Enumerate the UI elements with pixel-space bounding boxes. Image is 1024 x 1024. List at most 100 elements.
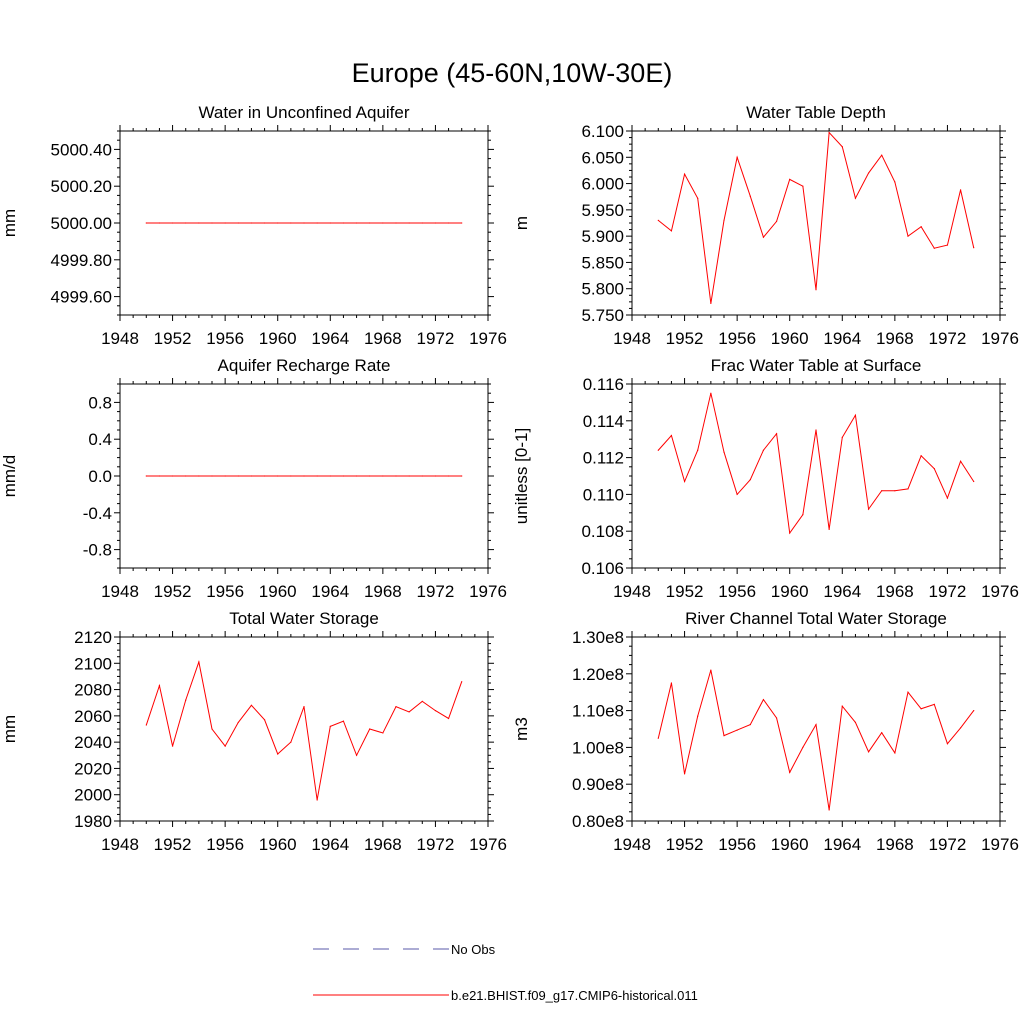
x-tick-label: 1968	[364, 582, 402, 601]
data-point	[329, 222, 331, 224]
data-point	[907, 235, 909, 237]
data-point	[802, 514, 804, 516]
panel-title: Total Water Storage	[229, 609, 379, 628]
y-tick-label: 0.4	[88, 430, 112, 449]
x-tick-label: 1976	[469, 582, 507, 601]
data-point	[815, 429, 817, 431]
y-tick-label: 0.108	[581, 522, 624, 541]
y-tick-label: -0.4	[83, 504, 112, 523]
data-point	[382, 475, 384, 477]
panels: Water in Unconfined Aquifer mm 1948 1952 195…	[0, 103, 1019, 854]
y-tick-label: 0.90e8	[572, 775, 624, 794]
data-point	[408, 711, 410, 713]
data-point	[369, 475, 371, 477]
y-tick-label: 6.100	[581, 122, 624, 141]
data-point	[250, 222, 253, 224]
data-point	[683, 773, 686, 775]
data-point	[303, 222, 305, 224]
data-point	[447, 475, 450, 477]
y-tick-label: 1.10e8	[572, 702, 624, 721]
data-point	[369, 222, 371, 224]
y-axis-label: unitless [0-1]	[512, 428, 531, 524]
data-point	[224, 222, 226, 224]
data-point	[158, 222, 161, 224]
data-point	[789, 532, 791, 534]
data-point	[683, 173, 686, 175]
data-point	[894, 181, 896, 183]
data-point	[736, 493, 738, 495]
data-point	[670, 434, 673, 437]
y-axis-label: m	[512, 216, 531, 230]
legend: No Obs b.e21.BHIST.f09_g17.CMIP6-histori…	[313, 942, 698, 1003]
data-point	[775, 433, 778, 435]
data-point	[290, 475, 292, 477]
data-point	[447, 222, 450, 224]
data-point	[408, 475, 410, 477]
x-tick-label: 1976	[981, 329, 1019, 348]
x-tick-label: 1968	[876, 329, 914, 348]
data-point	[881, 154, 883, 156]
data-point	[959, 460, 962, 462]
data-point	[211, 475, 213, 477]
data-point	[198, 222, 200, 224]
data-point	[697, 715, 699, 717]
data-point	[946, 497, 949, 499]
data-point	[736, 729, 738, 731]
data-point	[789, 771, 791, 774]
data-point	[224, 475, 226, 477]
data-point	[277, 753, 279, 755]
data-point	[762, 698, 765, 701]
data-point	[867, 172, 870, 174]
x-tick-label: 1972	[929, 329, 967, 348]
y-tick-label: 2120	[74, 628, 112, 647]
data-point	[657, 737, 659, 739]
legend-model-label: b.e21.BHIST.f09_g17.CMIP6-historical.011	[451, 988, 698, 1003]
y-tick-label: 5000.20	[51, 177, 112, 196]
data-point	[434, 475, 437, 477]
y-tick-label: 2080	[74, 681, 112, 700]
data-point	[973, 710, 975, 712]
x-tick-label: 1968	[364, 835, 402, 854]
data-point	[973, 247, 975, 249]
data-point	[723, 735, 725, 737]
data-point	[421, 700, 423, 703]
chart-panel-3: Aquifer Recharge Rate mm/d 1948 1952 1956 196…	[0, 356, 507, 601]
data-point	[250, 704, 253, 706]
x-tick-label: 1964	[311, 329, 349, 348]
x-tick-label: 1976	[981, 582, 1019, 601]
data-point	[946, 743, 949, 745]
y-tick-label: 2040	[74, 733, 112, 752]
x-tick-label: 1948	[613, 582, 651, 601]
x-tick-label: 1968	[364, 329, 402, 348]
data-point	[933, 703, 935, 705]
x-tick-label: 1952	[666, 329, 704, 348]
panel-title: Frac Water Table at Surface	[711, 356, 922, 375]
data-point	[683, 480, 686, 483]
y-tick-label: 0.114	[583, 412, 624, 431]
data-point	[841, 146, 843, 148]
data-point	[395, 475, 397, 477]
x-tick-label: 1956	[718, 835, 756, 854]
x-tick-label: 1948	[101, 329, 139, 348]
data-point	[828, 528, 830, 530]
data-point	[867, 751, 870, 753]
data-point	[802, 185, 804, 187]
x-tick-label: 1956	[206, 582, 244, 601]
data-point	[211, 222, 213, 224]
y-tick-label: 5.800	[581, 280, 624, 299]
data-point	[461, 222, 463, 224]
data-point	[290, 222, 292, 224]
data-point	[920, 708, 922, 710]
x-tick-label: 1976	[981, 835, 1019, 854]
data-point	[762, 236, 765, 238]
panel-title: Water in Unconfined Aquifer	[198, 103, 409, 122]
data-point	[316, 222, 318, 224]
data-point	[355, 222, 358, 224]
data-point	[815, 289, 817, 291]
y-tick-label: 0.8	[88, 393, 112, 412]
x-tick-label: 1956	[206, 835, 244, 854]
x-tick-label: 1976	[469, 835, 507, 854]
data-point	[171, 745, 174, 747]
y-tick-label: 0.106	[581, 559, 624, 578]
data-point	[670, 230, 673, 232]
